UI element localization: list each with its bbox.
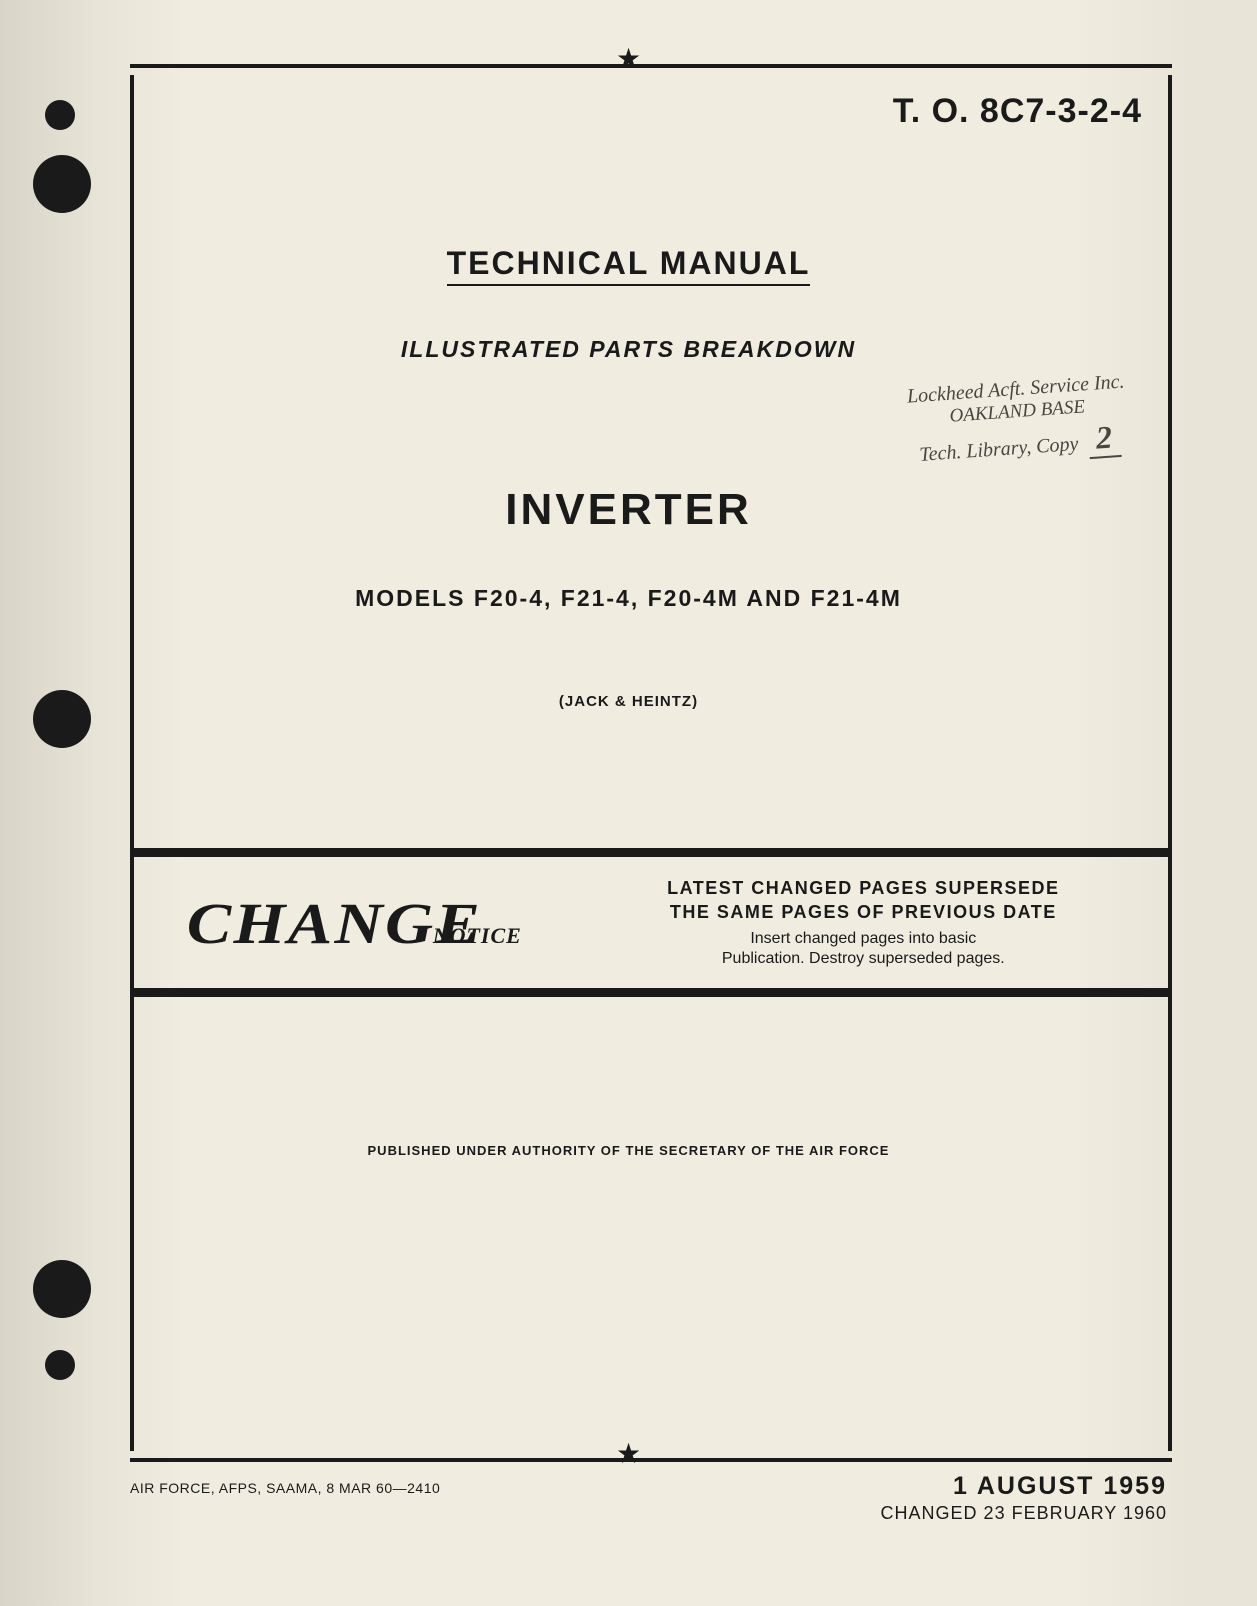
change-notice-heading: LATEST CHANGED PAGES SUPERSEDE THE SAME …: [579, 876, 1148, 925]
change-notice: CHANGENOTICE LATEST CHANGED PAGES SUPERS…: [134, 858, 1168, 988]
notice-bar-top: [134, 848, 1168, 857]
star-ornament-top: ★: [616, 42, 641, 76]
change-notice-label: CHANGENOTICE: [134, 890, 579, 957]
change-date: CHANGED 23 FEBRUARY 1960: [881, 1503, 1167, 1524]
publishing-authority: PUBLISHED UNDER AUTHORITY OF THE SECRETA…: [0, 1143, 1257, 1158]
manufacturer: (JACK & HEINTZ): [0, 693, 1257, 710]
footer-dates: 1 AUGUST 1959 CHANGED 23 FEBRUARY 1960: [881, 1472, 1167, 1524]
publication-date: 1 AUGUST 1959: [881, 1472, 1167, 1501]
library-stamp: Lockheed Acft. Service Inc. OAKLAND BASE…: [906, 371, 1129, 472]
punch-hole: [33, 1260, 91, 1318]
punch-hole: [45, 100, 75, 130]
document-subject: INVERTER: [0, 485, 1257, 535]
punch-hole: [45, 1350, 75, 1380]
notice-bar-bottom: [134, 988, 1168, 997]
change-notice-text: LATEST CHANGED PAGES SUPERSEDE THE SAME …: [579, 876, 1168, 970]
document-subtitle: ILLUSTRATED PARTS BREAKDOWN: [0, 336, 1257, 363]
change-notice-body: Insert changed pages into basic Publicat…: [579, 929, 1148, 971]
title-block: TECHNICAL MANUAL ILLUSTRATED PARTS BREAK…: [0, 245, 1257, 363]
technical-order-number: T. O. 8C7-3-2-4: [893, 92, 1142, 131]
punch-hole: [33, 155, 91, 213]
rule-top: [130, 64, 1172, 68]
rule-bottom: [130, 1458, 1172, 1462]
model-numbers: MODELS F20-4, F21-4, F20-4M AND F21-4M: [0, 585, 1257, 612]
star-ornament-bottom: ★: [616, 1437, 641, 1471]
page-scan: ★ T. O. 8C7-3-2-4 TECHNICAL MANUAL ILLUS…: [0, 0, 1257, 1606]
document-title: TECHNICAL MANUAL: [447, 245, 811, 286]
stamp-copy-number: 2: [1087, 418, 1122, 459]
footer-print-info: AIR FORCE, AFPS, SAAMA, 8 MAR 60—2410: [130, 1480, 440, 1496]
